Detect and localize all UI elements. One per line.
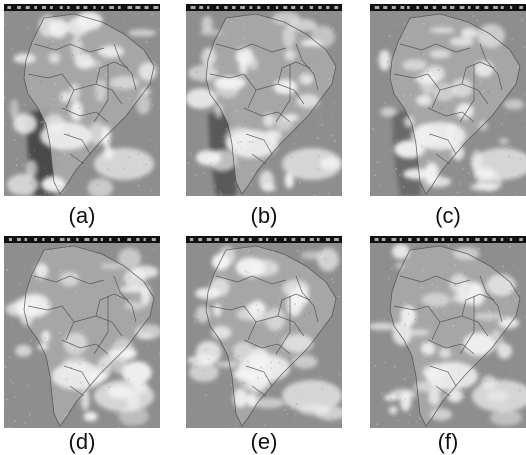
satellite-panel-b [186,4,342,196]
panel-caption-b: (b) [250,203,278,228]
satellite-panel-d [4,236,160,428]
satellite-panel-f [370,236,526,428]
satellite-image-a [4,4,160,196]
satellite-panel-a [4,4,160,196]
satellite-image-c [370,4,526,196]
panel-caption-f: (f) [437,429,459,454]
satellite-panel-c [370,4,526,196]
satellite-image-e [186,236,342,428]
panel-caption-a: (a) [68,203,96,228]
satellite-image-b [186,4,342,196]
panel-caption-d: (d) [68,429,96,454]
panel-caption-e: (e) [250,429,278,454]
satellite-image-f [370,236,526,428]
satellite-panel-e [186,236,342,428]
satellite-image-d [4,236,160,428]
panel-caption-c: (c) [435,203,461,228]
